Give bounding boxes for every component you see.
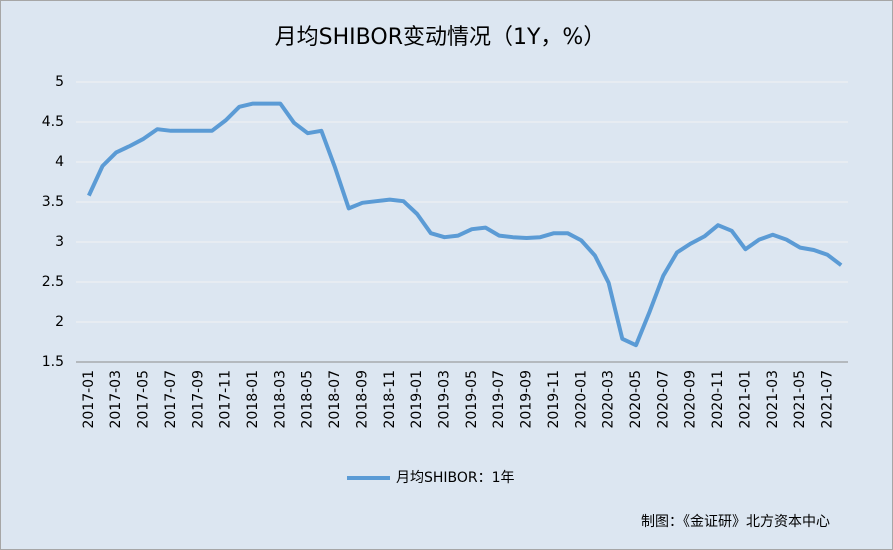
x-tick-label: 2017-05 [136, 370, 152, 429]
x-tick-label: 2021-03 [765, 370, 781, 429]
x-tick-label: 2018-09 [354, 370, 370, 429]
x-tick-label: 2019-09 [519, 370, 535, 429]
y-tick-label: 4 [55, 154, 64, 170]
y-tick-label: 1.5 [42, 354, 64, 370]
x-tick-label: 2020-09 [683, 370, 699, 429]
y-tick-label: 4.5 [42, 114, 64, 130]
x-tick-label: 2019-01 [409, 370, 425, 429]
x-tick-label: 2020-05 [628, 370, 644, 429]
y-tick-label: 5 [55, 74, 64, 90]
x-tick-label: 2020-01 [573, 370, 589, 429]
data-line [87, 101, 843, 348]
x-tick-label: 2020-11 [710, 370, 726, 429]
y-tick-label: 2.5 [42, 274, 64, 290]
x-tick-label: 2018-05 [300, 370, 316, 429]
x-tick-label: 2019-05 [464, 370, 480, 429]
x-tick-label: 2017-03 [108, 370, 124, 429]
x-tick-label: 2018-07 [327, 370, 343, 429]
legend-label: 月均SHIBOR：1年 [396, 470, 515, 486]
x-tick-label: 2021-05 [792, 370, 808, 429]
x-tick-label: 2017-11 [218, 370, 234, 429]
x-tick-label: 2017-01 [81, 370, 97, 429]
x-tick-label: 2017-09 [190, 370, 206, 429]
x-tick-label: 2018-03 [272, 370, 288, 429]
x-tick-label: 2018-01 [245, 370, 261, 429]
x-tick-label: 2019-07 [491, 370, 507, 429]
x-tick-label: 2020-07 [655, 370, 671, 429]
x-tick-label: 2021-07 [819, 370, 835, 429]
x-tick-label: 2019-11 [546, 370, 562, 429]
x-tick-label: 2019-03 [436, 370, 452, 429]
x-tick-label: 2020-03 [601, 370, 617, 429]
y-tick-label: 3 [55, 234, 64, 250]
x-tick-label: 2021-01 [737, 370, 753, 429]
y-tick-label: 3.5 [42, 194, 64, 210]
source-note: 制图：《金证研》北方资本中心 [641, 514, 830, 530]
x-tick-label: 2018-11 [382, 370, 398, 429]
chart-title: 月均SHIBOR变动情况（1Y，%） [275, 25, 606, 50]
y-tick-label: 2 [55, 314, 64, 330]
x-tick-label: 2017-07 [163, 370, 179, 429]
